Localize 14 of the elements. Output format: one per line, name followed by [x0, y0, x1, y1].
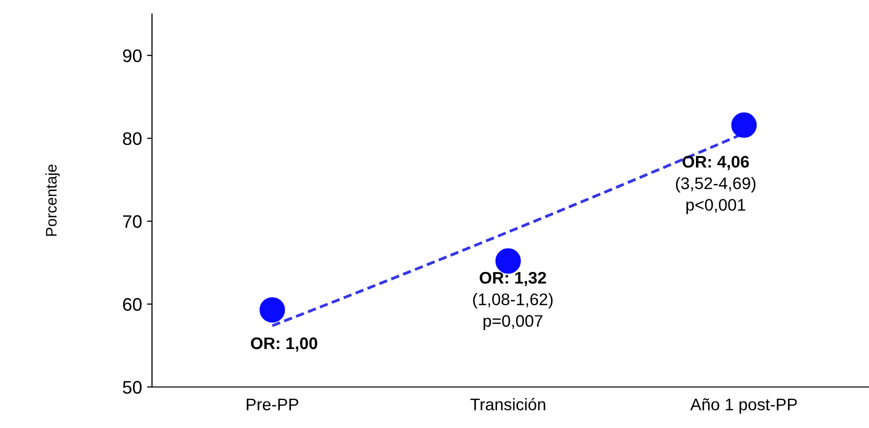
x-tick-label: Año 1 post-PP	[690, 398, 797, 414]
annotation: OR: 4,06 (3,52-4,69) p<0,001	[676, 156, 756, 214]
x-tick-label: Pre-PP	[246, 398, 298, 410]
point	[260, 297, 286, 323]
y-tick-label: 80	[122, 132, 142, 146]
y-tick-label: 70	[123, 215, 142, 228]
y-tick-label: 90	[123, 49, 142, 62]
annotation: OR: 1,32 (1,08-1,62) p=0,007	[473, 272, 553, 330]
y-axis-title: Porcentaje	[45, 164, 60, 236]
y-tick-label: 60	[123, 298, 142, 311]
x-tick-label: Transición	[470, 398, 546, 410]
y-tick-label: 50	[122, 380, 142, 394]
point	[731, 112, 757, 138]
annotation: OR: 1,00	[250, 337, 318, 352]
